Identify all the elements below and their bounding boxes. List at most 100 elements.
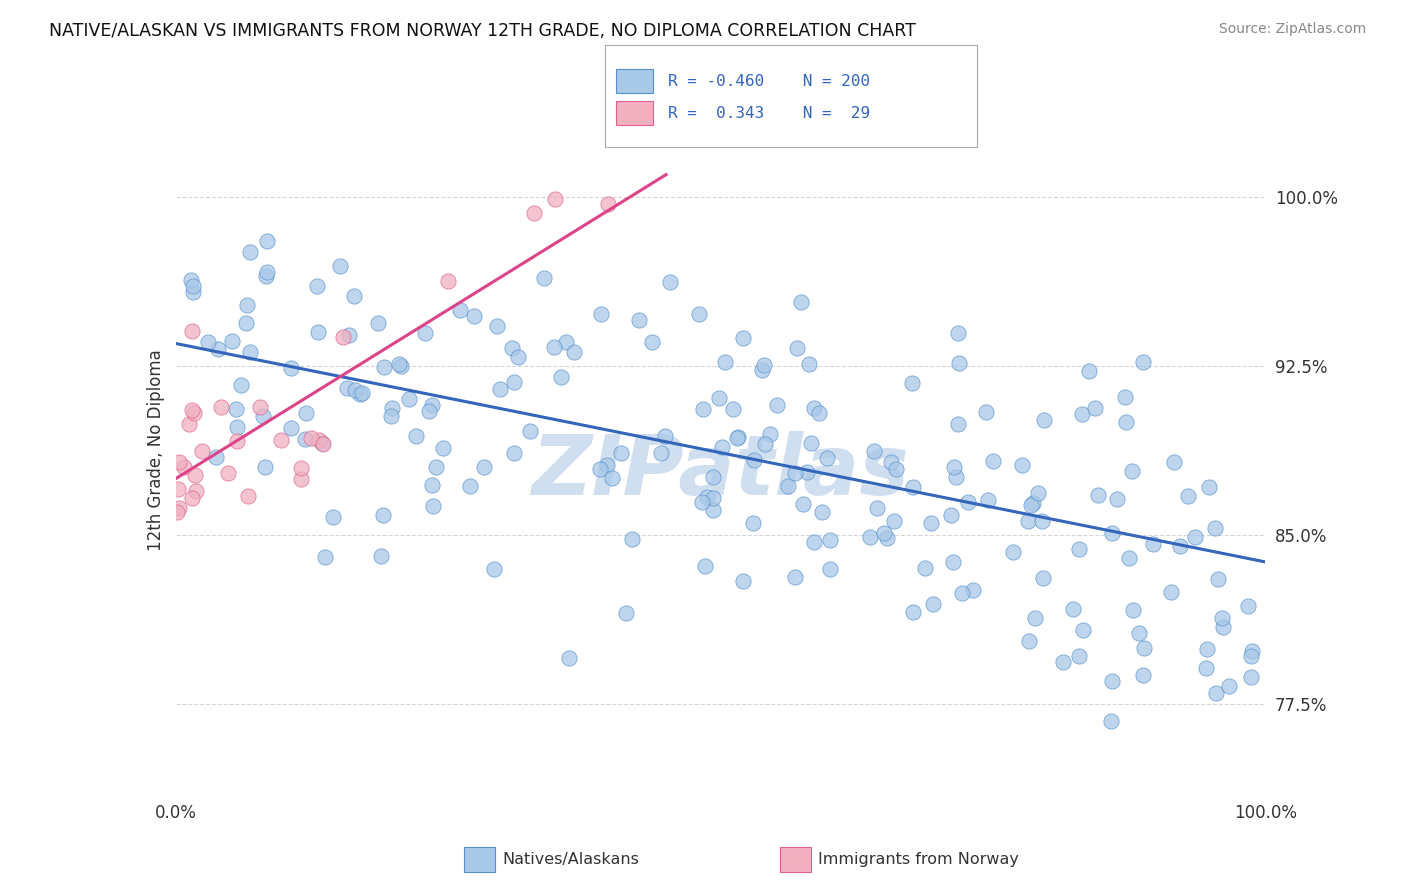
Point [1114,390,1136,404]
Point [249,400,271,414]
Point [752,358,775,372]
Point [1212,620,1234,634]
Point [600,470,623,484]
Point [544,192,567,206]
Point [391,359,413,374]
Point [884,461,907,475]
Point [790,294,813,309]
Point [336,380,359,394]
Point [231,377,253,392]
Point [983,454,1005,468]
Bar [616,69,652,94]
Point [557,651,579,665]
Point [177,417,200,431]
Point [167,455,190,469]
Point [1017,514,1039,528]
Point [957,494,980,508]
Point [1084,401,1107,415]
Point [693,558,716,573]
Point [810,505,832,519]
Point [1240,648,1263,663]
Point [181,278,204,293]
Point [1033,412,1056,426]
Point [337,327,360,342]
Point [344,383,367,397]
Point [1132,355,1154,369]
Point [614,606,637,620]
Point [731,574,754,588]
Point [914,560,936,574]
Point [792,497,814,511]
Point [690,494,713,508]
Point [352,385,374,400]
Point [1118,550,1140,565]
Point [197,335,219,350]
Point [776,479,799,493]
Point [807,406,830,420]
Point [226,434,249,448]
Point [256,264,278,278]
Point [976,493,998,508]
Point [254,459,277,474]
Point [167,500,190,515]
Point [225,420,247,434]
Point [1028,485,1050,500]
Point [1031,514,1053,528]
Point [796,466,818,480]
Text: R = -0.460    N = 200: R = -0.460 N = 200 [668,74,870,89]
Point [307,325,329,339]
Point [1018,633,1040,648]
Point [1142,537,1164,551]
Point [181,285,204,299]
Point [484,562,506,576]
Point [398,392,420,406]
Point [299,432,322,446]
Point [343,289,366,303]
Point [533,270,555,285]
Point [221,334,243,348]
Point [1211,611,1233,625]
Point [1032,571,1054,585]
Point [437,274,460,288]
Point [1168,539,1191,553]
Point [1101,525,1123,540]
Point [707,391,730,405]
Point [311,436,333,450]
Point [256,235,278,249]
Point [236,297,259,311]
Point [589,462,612,476]
Point [503,445,526,459]
Point [721,401,744,416]
Point [962,582,984,597]
Point [523,205,546,219]
Point [901,480,924,494]
Point [863,444,886,458]
Point [939,508,962,522]
Point [1019,498,1042,512]
Point [1107,491,1129,506]
Point [1011,458,1033,473]
Point [1160,585,1182,599]
Point [1132,641,1154,656]
Point [503,376,526,390]
Point [591,307,613,321]
Point [725,432,748,446]
Point [329,259,352,273]
Point [1163,455,1185,469]
Point [332,329,354,343]
Point [405,429,427,443]
Point [463,309,485,323]
Point [922,597,945,611]
Point [1195,661,1218,675]
Point [307,279,329,293]
Text: Natives/Alaskans: Natives/Alaskans [502,853,638,867]
Point [702,491,724,505]
Point [1022,496,1045,510]
Point [506,351,529,365]
Point [620,532,643,546]
Point [191,444,214,458]
Point [596,458,619,472]
Point [225,402,247,417]
Point [1195,642,1218,657]
Point [942,555,965,569]
